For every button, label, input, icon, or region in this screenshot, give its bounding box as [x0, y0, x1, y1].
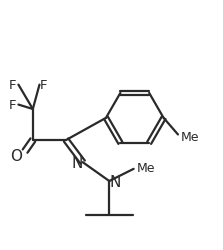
Text: F: F	[40, 79, 48, 92]
Text: N: N	[109, 174, 120, 189]
Text: O: O	[10, 148, 22, 163]
Text: N: N	[71, 155, 83, 170]
Text: F: F	[9, 99, 17, 112]
Text: Me: Me	[181, 131, 199, 143]
Text: Me: Me	[137, 162, 155, 174]
Text: F: F	[9, 79, 17, 92]
